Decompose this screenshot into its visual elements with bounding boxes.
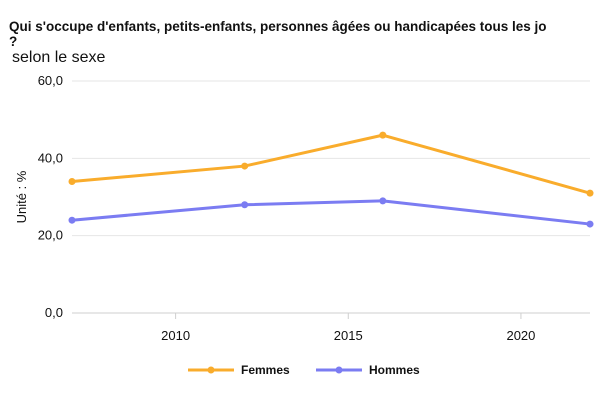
data-point-hommes[interactable]: [68, 216, 76, 224]
y-tick-label: 20,0: [38, 228, 63, 243]
gridlines: [72, 80, 590, 314]
x-tick-label: 2020: [506, 328, 535, 343]
data-point-hommes[interactable]: [379, 197, 387, 205]
y-axis-label: Unité : %: [14, 170, 29, 223]
legend: Femmes Hommes: [188, 363, 420, 377]
legend-item-femmes[interactable]: Femmes: [241, 363, 290, 377]
legend-item-hommes[interactable]: Hommes: [369, 363, 420, 377]
series-line-hommes: [70, 199, 592, 226]
data-point-femmes[interactable]: [68, 178, 76, 186]
data-point-femmes[interactable]: [241, 162, 249, 170]
data-point-hommes[interactable]: [241, 201, 249, 209]
x-tick-label: 2010: [161, 328, 190, 343]
y-tick-label: 40,0: [38, 150, 63, 165]
series-group: [68, 131, 594, 228]
legend-marker: [335, 366, 343, 374]
x-axis-ticks: 2010 2015 2020: [161, 313, 535, 343]
y-tick-label: 0,0: [45, 305, 63, 320]
chart-title-continuation: ?: [9, 34, 18, 49]
y-tick-label: 60,0: [38, 73, 63, 88]
x-tick-label: 2015: [334, 328, 363, 343]
series-line-femmes: [70, 133, 592, 195]
y-axis-ticks: 0,0 20,0 40,0 60,0: [38, 73, 63, 320]
data-point-femmes[interactable]: [586, 189, 594, 197]
legend-marker: [207, 366, 215, 374]
data-point-hommes[interactable]: [586, 220, 594, 228]
chart-subtitle: selon le sexe: [12, 49, 106, 66]
data-point-femmes[interactable]: [379, 131, 387, 139]
chart-title: Qui s'occupe d'enfants, petits-enfants, …: [9, 19, 547, 34]
